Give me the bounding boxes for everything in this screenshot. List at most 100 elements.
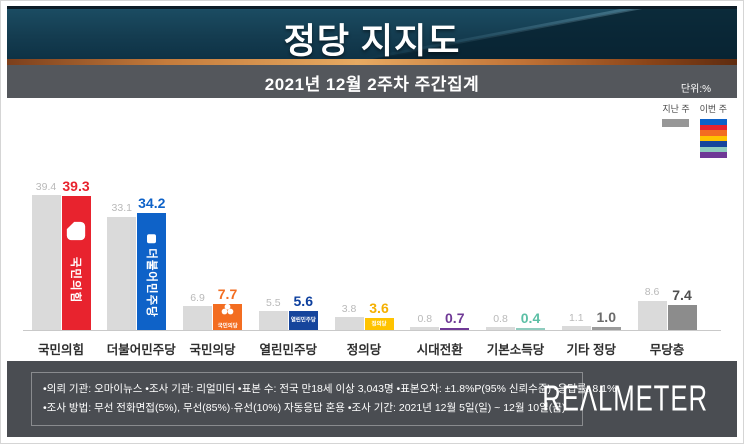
legend-curr-swatch-6 bbox=[699, 152, 727, 158]
prev-week-bar bbox=[334, 317, 364, 330]
legend-curr-swatch-stack bbox=[699, 119, 727, 158]
category-cell: 국민의힘 bbox=[31, 339, 91, 359]
category-label-4: 정의당 bbox=[346, 343, 382, 357]
survey-info-line2: •조사 방법: 무선 전화면접(5%), 무선(85%)·유선(10%) 자동응… bbox=[43, 402, 566, 414]
bar-inner-label: 열린민주당 bbox=[290, 317, 316, 324]
prev-week-bar bbox=[31, 195, 61, 330]
legend-curr-swatch-4 bbox=[699, 141, 727, 147]
legend-curr-week: 이번 주 bbox=[700, 102, 727, 158]
legend-curr-label: 이번 주 bbox=[699, 104, 727, 114]
chart-plot-area: 39.4 39.3 국민의힘 33.1 34.2 더불어민주당 6.9 7.7 국민의당 5.5 5… bbox=[23, 155, 721, 331]
legend-curr-swatch-5 bbox=[699, 146, 727, 152]
category-cell: 무당층 bbox=[637, 339, 697, 359]
curr-week-bar-6 bbox=[516, 327, 545, 330]
legend-prev-swatch bbox=[662, 119, 690, 127]
curr-week-column: 7.7 국민의당 bbox=[213, 287, 243, 330]
curr-week-column: 7.4 bbox=[667, 288, 697, 330]
curr-week-value: 7.7 bbox=[217, 285, 238, 302]
prev-week-bar bbox=[258, 311, 288, 330]
curr-week-bar-5 bbox=[440, 327, 470, 330]
prev-week-column: 8.6 bbox=[637, 287, 667, 330]
subtitle-bar: 2021년 12월 2주차 주간집계 단위:% bbox=[7, 65, 737, 98]
bar-pair: 6.9 7.7 국민의당 bbox=[183, 287, 243, 330]
bar-pair: 33.1 34.2 더불어민주당 bbox=[107, 196, 167, 330]
curr-week-column: 39.3 국민의힘 bbox=[61, 179, 91, 330]
category-cell: 시대전환 bbox=[410, 339, 470, 359]
curr-week-bar-8 bbox=[667, 304, 697, 330]
prev-week-bar bbox=[637, 300, 667, 330]
curr-week-value: 0.7 bbox=[445, 309, 465, 326]
bar-inner-label: 국민의힘 bbox=[69, 257, 81, 304]
curr-week-bar-3: 열린민주당 bbox=[288, 310, 318, 330]
category-cell: 국민의당 bbox=[183, 339, 243, 359]
clover-icon bbox=[221, 303, 234, 321]
prev-week-column: 6.9 bbox=[183, 293, 213, 330]
prev-week-value: 0.8 bbox=[493, 312, 508, 325]
prev-week-column: 0.8 bbox=[486, 314, 516, 330]
curr-week-bar-0: 국민의힘 bbox=[61, 195, 91, 330]
prev-week-bar bbox=[410, 327, 440, 330]
bar-group-3: 5.5 5.6 열린민주당 bbox=[258, 294, 318, 330]
bar-pair: 3.8 3.6 정의당 bbox=[334, 301, 394, 330]
curr-week-column: 5.6 열린민주당 bbox=[288, 294, 318, 330]
bar-group-1: 33.1 34.2 더불어민주당 bbox=[107, 196, 167, 330]
bar-pair: 39.4 39.3 국민의힘 bbox=[31, 179, 91, 330]
legend-curr-swatch-2 bbox=[699, 130, 727, 136]
survey-info-box: •의뢰 기관: 오마이뉴스 •조사 기관: 리얼미터 •표본 수: 전국 만18… bbox=[31, 372, 617, 426]
category-label-6: 기본소득당 bbox=[486, 343, 545, 357]
curr-week-bar-4: 정의당 bbox=[364, 317, 394, 330]
ppp-bubble-icon bbox=[65, 220, 87, 247]
category-cell: 기타 정당 bbox=[561, 339, 621, 359]
category-cell: 더불어민주당 bbox=[107, 339, 176, 359]
category-cell: 열린민주당 bbox=[258, 339, 318, 359]
prev-week-column: 3.8 bbox=[334, 304, 364, 330]
category-label-5: 시대전환 bbox=[416, 343, 463, 357]
prev-week-value: 8.6 bbox=[644, 286, 660, 299]
legend-curr-swatch-0 bbox=[699, 119, 727, 125]
chart-category-labels: 국민의힘 더불어민주당 국민의당 열린민주당 정의당 시대전환 기본소득당 기타 정당 무당층 bbox=[23, 339, 721, 359]
curr-week-value: 5.6 bbox=[293, 292, 313, 309]
prev-week-column: 5.5 bbox=[258, 298, 288, 330]
curr-week-column: 0.7 bbox=[440, 309, 470, 330]
curr-week-column: 34.2 더불어민주당 bbox=[137, 196, 167, 330]
category-label-7: 기타 정당 bbox=[566, 343, 616, 357]
bar-pair: 8.6 7.4 bbox=[637, 287, 697, 330]
bar-pair: 5.5 5.6 열린민주당 bbox=[258, 294, 318, 330]
category-label-2: 국민의당 bbox=[189, 343, 236, 357]
prev-week-bar bbox=[107, 216, 137, 330]
category-cell: 기본소득당 bbox=[486, 339, 546, 359]
page-title: 정당 지지도 bbox=[283, 22, 461, 59]
bar-inner-label: 국민의당 bbox=[217, 322, 238, 330]
bar-group-5: 0.8 0.7 bbox=[410, 309, 470, 330]
bar-inner-stack: 열린민주당 bbox=[289, 311, 318, 330]
legend-prev-week: 지난 주 bbox=[662, 102, 690, 158]
bar-inner-label: 정의당 bbox=[371, 320, 387, 327]
curr-week-column: 1.0 bbox=[591, 310, 621, 330]
survey-info-line1: •의뢰 기관: 오마이뉴스 •조사 기관: 리얼미터 •표본 수: 전국 만18… bbox=[43, 382, 617, 395]
category-label-3: 열린민주당 bbox=[259, 343, 317, 357]
prev-week-value: 5.5 bbox=[265, 296, 281, 309]
prev-week-bar bbox=[486, 327, 515, 330]
bar-inner-stack: 국민의당 bbox=[213, 304, 242, 330]
curr-week-value: 39.3 bbox=[62, 177, 90, 194]
legend-curr-swatch-1 bbox=[699, 124, 727, 130]
prev-week-value: 39.4 bbox=[35, 180, 57, 193]
curr-week-value: 7.4 bbox=[672, 286, 692, 303]
footer-band: •의뢰 기관: 오마이뉴스 •조사 기관: 리얼미터 •표본 수: 전국 만18… bbox=[7, 361, 737, 437]
realmeter-logo: REΛLMETER bbox=[542, 378, 708, 419]
prev-week-value: 6.9 bbox=[190, 291, 205, 304]
curr-week-bar-7 bbox=[591, 326, 621, 330]
party-support-bar-chart: 39.4 39.3 국민의힘 33.1 34.2 더불어민주당 6.9 7.7 국민의당 5.5 5… bbox=[23, 155, 721, 360]
bar-group-0: 39.4 39.3 국민의힘 bbox=[31, 179, 91, 330]
subtitle-text: 2021년 12월 2주차 주간집계 bbox=[264, 75, 480, 94]
bar-pair: 1.1 1.0 bbox=[561, 310, 621, 330]
category-label-8: 무당층 bbox=[649, 343, 685, 357]
bar-group-2: 6.9 7.7 국민의당 bbox=[183, 287, 243, 330]
curr-week-bar-2: 국민의당 bbox=[213, 303, 242, 330]
curr-week-value: 1.0 bbox=[596, 308, 616, 325]
category-label-0: 국민의힘 bbox=[37, 343, 84, 357]
bar-inner-label: 더불어민주당 bbox=[144, 234, 160, 318]
prev-week-bar bbox=[561, 326, 591, 330]
curr-week-column: 0.4 bbox=[516, 311, 546, 330]
category-label-1: 더불어민주당 bbox=[106, 343, 176, 357]
